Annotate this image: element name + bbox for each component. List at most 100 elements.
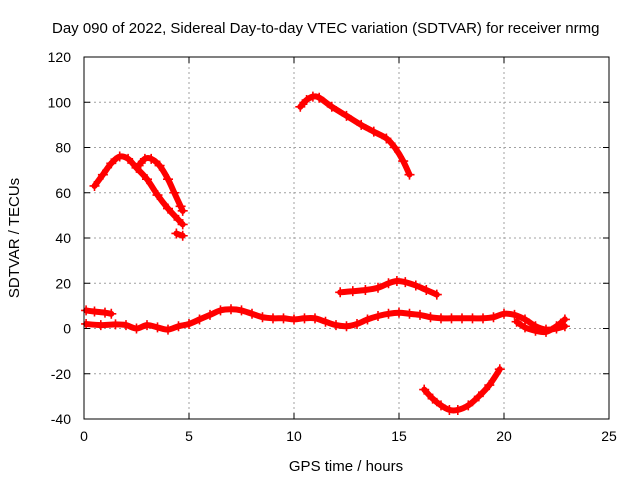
series-line [297, 93, 413, 178]
series-arc-4 [295, 91, 415, 180]
y-tick-label: -20 [51, 366, 71, 382]
data-point [520, 322, 530, 333]
data-point [362, 314, 373, 325]
data-point [133, 160, 144, 171]
data-point [154, 160, 165, 171]
data-point [484, 380, 495, 391]
data-point [106, 158, 117, 169]
data-point [177, 219, 188, 230]
data-point [415, 309, 425, 320]
data-point [89, 306, 100, 317]
y-axis-label: SDTVAR / TECUs [6, 178, 23, 298]
data-point [427, 393, 438, 404]
x-tick-label: 25 [601, 428, 617, 444]
data-point [509, 309, 520, 320]
data-point [391, 275, 402, 286]
x-axis-label: GPS time / hours [289, 458, 403, 475]
data-point [404, 308, 415, 319]
data-point [110, 319, 121, 330]
data-point [95, 320, 106, 331]
data-point [421, 285, 432, 296]
data-point [163, 174, 173, 185]
data-point [146, 153, 157, 164]
data-point [419, 384, 430, 395]
chart-title: Day 090 of 2022, Sidereal Day-to-day VTE… [52, 20, 599, 37]
data-point [541, 326, 551, 337]
data-point [356, 119, 367, 130]
data-point [457, 313, 467, 324]
data-point [559, 314, 570, 325]
y-tick-label: 120 [48, 49, 72, 65]
data-point [436, 400, 446, 411]
data-point [152, 190, 163, 201]
data-point [347, 286, 358, 297]
y-tick-label: 20 [55, 275, 71, 291]
data-point [373, 282, 383, 293]
data-point [163, 203, 173, 214]
data-point [394, 307, 404, 318]
data-point [452, 404, 463, 415]
data-point [173, 321, 184, 332]
series-arc-6 [419, 364, 505, 415]
ticks [83, 56, 610, 420]
data-point [383, 278, 394, 289]
data-point [431, 289, 442, 300]
data-point [446, 313, 457, 324]
data-point [226, 304, 236, 315]
data-point [436, 313, 446, 324]
data-point [320, 316, 331, 327]
grid [84, 57, 609, 419]
series-arc-2 [133, 153, 188, 216]
data-point [123, 153, 134, 164]
data-point [499, 308, 509, 319]
data-point [381, 133, 392, 144]
data-point [360, 285, 371, 296]
data-point [310, 313, 320, 324]
series-baseline-b [81, 304, 570, 335]
data-point [173, 214, 184, 225]
y-tick-label: 100 [48, 94, 72, 110]
x-tick-label: 10 [286, 428, 302, 444]
data-point [530, 325, 541, 336]
data-point [184, 318, 194, 329]
data-point [236, 305, 247, 316]
data-point [511, 316, 522, 327]
y-tick-label: 80 [55, 140, 71, 156]
series-layer [81, 91, 570, 415]
data-point [425, 312, 436, 323]
data-point [171, 228, 182, 239]
data-point [389, 142, 400, 153]
data-point [444, 404, 455, 415]
data-point [194, 314, 205, 325]
data-point [326, 101, 337, 112]
series-line [421, 366, 503, 414]
x-tick-label: 20 [496, 428, 512, 444]
data-point [163, 324, 173, 335]
series-line [83, 306, 568, 333]
data-point [89, 180, 100, 191]
data-point [268, 313, 278, 324]
data-point [142, 174, 152, 185]
data-point [152, 322, 163, 333]
series-arc-5 [335, 275, 442, 300]
y-tick-label: -40 [51, 411, 71, 427]
data-point [121, 320, 131, 331]
data-point [301, 94, 312, 105]
data-point [169, 187, 180, 198]
data-point [205, 309, 215, 320]
data-point [299, 313, 310, 324]
y-tick-label: 60 [55, 185, 71, 201]
data-point [314, 92, 325, 103]
data-point [177, 230, 188, 241]
data-point [398, 156, 409, 167]
series-baseline-a [81, 305, 117, 319]
y-tick-label: 40 [55, 230, 71, 246]
data-point [289, 314, 299, 325]
series-arc-1 [89, 151, 188, 230]
data-point [473, 391, 484, 402]
data-point [177, 205, 188, 216]
x-tick-label: 15 [391, 428, 407, 444]
data-point [551, 321, 562, 332]
data-point [373, 311, 383, 322]
